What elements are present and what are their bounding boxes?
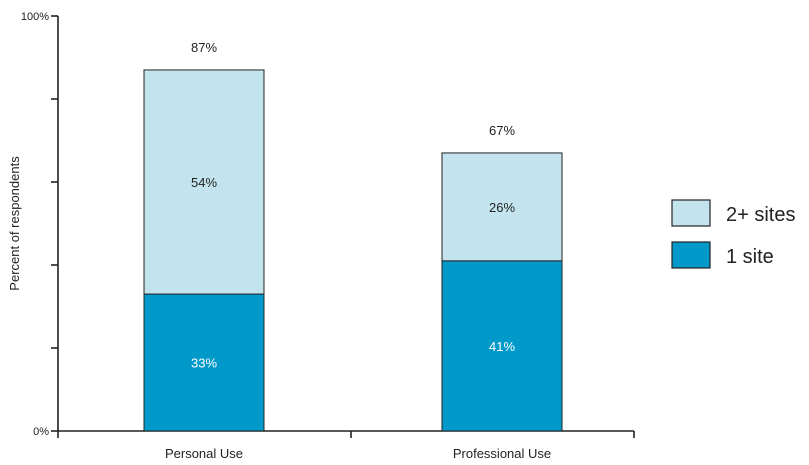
bar-segment-one-site-1 <box>441 260 563 432</box>
bar-segment-label-0-0: 33% <box>191 356 217 371</box>
legend-label-two-plus-sites: 2+ sites <box>726 204 795 226</box>
y-axis-title: Percent of respondents <box>7 156 22 291</box>
bar-segment-one-site-0 <box>143 293 265 432</box>
category-label-0: Personal Use <box>165 446 243 461</box>
bar-total-label-0: 87% <box>191 40 217 55</box>
legend-label-one-site: 1 site <box>726 246 774 268</box>
bar-segment-label-1-1: 26% <box>489 200 515 215</box>
bar-segment-two-plus-sites-0 <box>143 69 265 295</box>
legend-swatch-one-site <box>671 241 711 269</box>
y-tick-label-max: 100% <box>21 11 49 23</box>
bar-segment-label-1-0: 54% <box>191 175 217 190</box>
legend-swatch-two-plus-sites <box>671 199 711 227</box>
chart-bars <box>143 69 563 432</box>
chart-labels: 33% 54% 87% Personal Use 41% 26% 67% Profession… <box>165 40 551 461</box>
category-label-1: Professional Use <box>453 446 551 461</box>
chart-legend: 2+ sites 1 site <box>671 199 795 269</box>
y-tick-label-min: 0% <box>33 426 49 438</box>
bar-segment-label-0-1: 41% <box>489 339 515 354</box>
bar-segment-two-plus-sites-1 <box>441 152 563 262</box>
bar-total-label-1: 67% <box>489 123 515 138</box>
